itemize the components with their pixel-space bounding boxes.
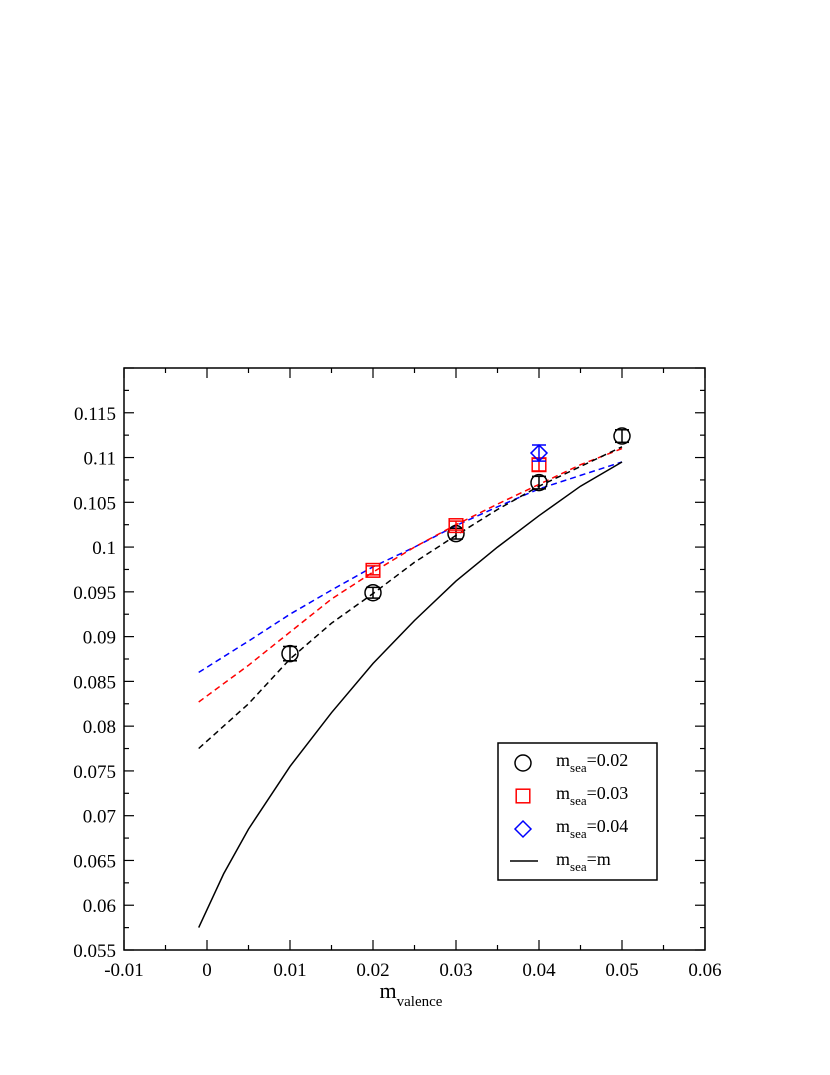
y-tick-label: 0.095 xyxy=(73,583,116,604)
x-tick-label: 0.06 xyxy=(688,960,721,981)
y-tick-label: 0.11 xyxy=(83,449,116,470)
fit-curve-dashed xyxy=(198,461,623,674)
legend-marker-circle xyxy=(514,754,532,772)
x-axis-title: mvalence xyxy=(380,978,443,1010)
x-tick-label: 0.02 xyxy=(356,960,389,981)
y-tick-label: 0.08 xyxy=(83,717,116,738)
legend-box xyxy=(497,742,658,881)
data-point-circle xyxy=(364,583,382,602)
legend-label: msea=0.03 xyxy=(556,783,628,808)
legend-marker-square xyxy=(515,788,531,804)
data-point-circle xyxy=(530,473,548,492)
x-tick-label: 0.03 xyxy=(439,960,472,981)
y-tick-label: 0.105 xyxy=(73,493,116,514)
fit-curve-dashed xyxy=(198,446,623,750)
x-tick-label: -0.01 xyxy=(104,960,144,981)
legend-label: msea=0.02 xyxy=(556,750,628,775)
data-point-circle xyxy=(613,427,631,445)
x-tick-label: 0 xyxy=(202,960,212,981)
x-tick-label: 0.01 xyxy=(273,960,306,981)
legend-label: msea=0.04 xyxy=(556,816,628,841)
data-point-square xyxy=(448,518,464,534)
y-tick-label: 0.1 xyxy=(92,538,116,559)
axes: -0.01 0 0.01 0.02 0.03 0.04 0.05 0.06 0.055 0.06 0… xyxy=(73,367,722,1010)
y-tick-label: 0.085 xyxy=(73,672,116,693)
y-tick-label: 0.06 xyxy=(83,896,116,917)
y-tick-label: 0.07 xyxy=(83,807,116,828)
y-tick-label: 0.075 xyxy=(73,762,116,783)
legend-marker-diamond xyxy=(513,819,533,839)
fit-curve-dashed xyxy=(198,447,623,703)
x-tick-label: 0.05 xyxy=(605,960,638,981)
data-point-square xyxy=(365,562,381,578)
legend-label: msea=m xyxy=(556,849,611,874)
y-tick-label: 0.055 xyxy=(73,941,116,962)
fit-curve-solid xyxy=(198,461,623,928)
plot-area xyxy=(198,427,631,928)
y-tick-label: 0.09 xyxy=(83,628,116,649)
legend: msea=0.02 msea=0.03 msea=0.04 msea=m xyxy=(497,742,658,881)
data-point-diamond xyxy=(529,444,549,463)
y-tick-label: 0.115 xyxy=(74,404,116,425)
x-tick-label: 0.04 xyxy=(522,960,556,981)
data-point-circle xyxy=(281,644,299,663)
y-tick-label: 0.065 xyxy=(73,851,116,872)
